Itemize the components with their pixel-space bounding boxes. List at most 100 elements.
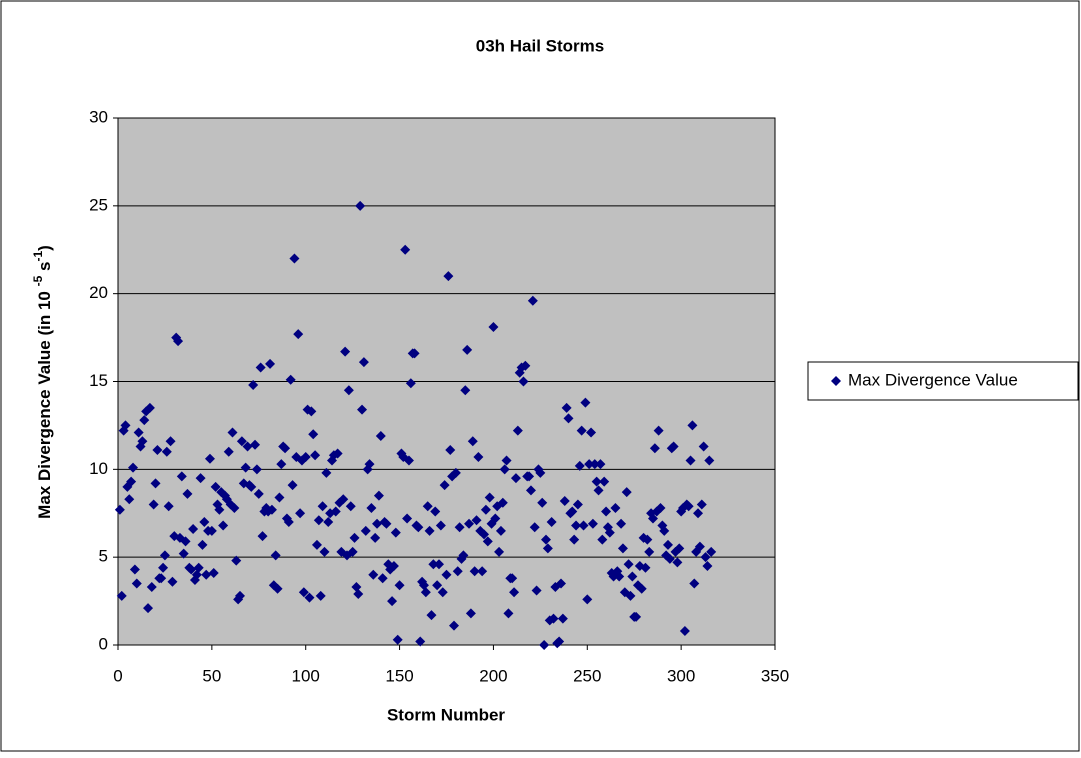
data-point xyxy=(694,541,705,552)
data-point xyxy=(266,504,277,515)
data-point xyxy=(554,636,565,647)
x-tick-label: 150 xyxy=(385,666,413,685)
data-point xyxy=(537,497,548,508)
legend-label: Max Divergence Value xyxy=(848,370,1018,389)
data-point xyxy=(512,425,523,436)
data-point xyxy=(235,590,246,601)
data-point xyxy=(439,480,450,491)
y-tick-label: 10 xyxy=(89,459,108,478)
data-point xyxy=(679,625,690,636)
data-point xyxy=(445,445,456,456)
data-point xyxy=(426,610,437,621)
data-point xyxy=(655,502,666,513)
data-point xyxy=(381,518,392,529)
data-point xyxy=(197,539,208,550)
data-point xyxy=(557,613,568,624)
data-point xyxy=(270,550,281,561)
data-point xyxy=(571,520,582,531)
data-point xyxy=(576,425,587,436)
data-point xyxy=(469,566,480,577)
data-point xyxy=(146,582,157,593)
data-point xyxy=(432,580,443,591)
data-point xyxy=(218,520,229,531)
data-point xyxy=(471,515,482,526)
data-point xyxy=(458,550,469,561)
data-point xyxy=(420,587,431,598)
y-axis-title: Max Divergence Value (in 10 -5 s-1) xyxy=(31,245,54,519)
data-point xyxy=(572,499,583,510)
data-point xyxy=(668,441,679,452)
data-point xyxy=(454,522,465,533)
data-point xyxy=(443,271,454,282)
data-point xyxy=(274,492,285,503)
data-point xyxy=(360,525,371,536)
data-point xyxy=(593,485,604,496)
data-point xyxy=(201,569,212,580)
data-point xyxy=(330,506,341,517)
data-point xyxy=(343,385,354,396)
data-point xyxy=(231,555,242,566)
data-point xyxy=(449,620,460,631)
data-point xyxy=(589,459,600,470)
data-point xyxy=(464,518,475,529)
data-point xyxy=(139,415,150,426)
data-point xyxy=(702,560,713,571)
data-point xyxy=(642,534,653,545)
data-point xyxy=(595,459,606,470)
data-point xyxy=(418,580,429,591)
data-point xyxy=(310,450,321,461)
legend-marker xyxy=(831,376,841,386)
y-axis-title-part: ) xyxy=(35,245,54,251)
data-point xyxy=(349,532,360,543)
data-point xyxy=(332,448,343,459)
data-point xyxy=(488,322,499,333)
data-point xyxy=(161,446,172,457)
data-point xyxy=(587,518,598,529)
data-point xyxy=(351,582,362,593)
data-point xyxy=(480,504,491,515)
data-point xyxy=(340,346,351,357)
data-point xyxy=(409,348,420,359)
data-point xyxy=(186,564,197,575)
data-point xyxy=(366,502,377,513)
data-point xyxy=(503,608,514,619)
data-point xyxy=(306,406,317,417)
data-point xyxy=(490,513,501,524)
data-point xyxy=(529,522,540,533)
data-point xyxy=(372,518,383,529)
data-point xyxy=(556,578,567,589)
data-point xyxy=(561,402,572,413)
chart-title: 03h Hail Storms xyxy=(476,36,605,55)
data-point xyxy=(165,436,176,447)
data-point xyxy=(188,524,199,535)
data-point xyxy=(636,583,647,594)
data-point xyxy=(601,506,612,517)
data-point xyxy=(580,397,591,408)
data-point xyxy=(214,504,225,515)
data-point xyxy=(308,429,319,440)
data-point xyxy=(460,385,471,396)
data-point xyxy=(120,420,131,431)
data-point xyxy=(148,499,159,510)
data-point xyxy=(304,592,315,603)
data-point xyxy=(300,452,311,463)
y-axis-title-sup: -1 xyxy=(31,251,45,262)
data-point xyxy=(430,506,441,517)
data-point xyxy=(582,594,593,605)
data-point xyxy=(627,571,638,582)
data-point xyxy=(176,471,187,482)
data-point xyxy=(347,546,358,557)
data-point xyxy=(129,564,140,575)
y-axis-title-part: s xyxy=(35,262,54,276)
data-point xyxy=(236,436,247,447)
data-point xyxy=(584,459,595,470)
data-point xyxy=(563,413,574,424)
y-tick-label: 25 xyxy=(89,195,108,214)
data-point xyxy=(402,513,413,524)
data-point xyxy=(604,527,615,538)
x-tick-label: 300 xyxy=(667,666,695,685)
data-point xyxy=(704,455,715,466)
data-point xyxy=(370,532,381,543)
data-point xyxy=(144,402,155,413)
data-point xyxy=(193,562,204,573)
